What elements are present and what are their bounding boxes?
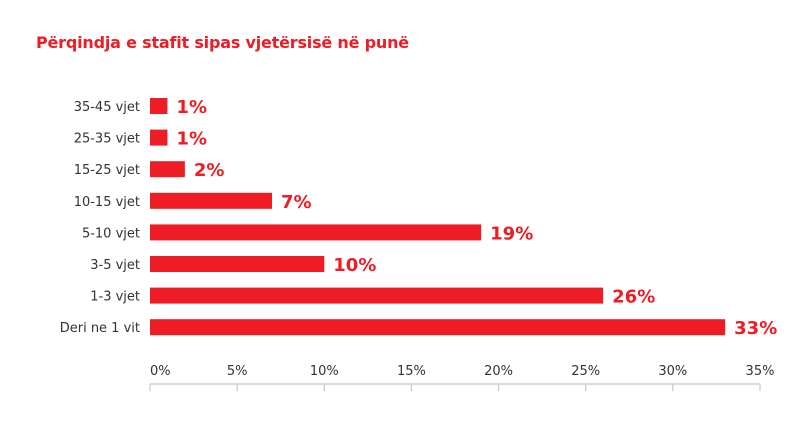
data-label: 7% [281, 192, 312, 213]
category-label: 10-15 vjet [74, 195, 140, 210]
x-tick-label: 25% [571, 364, 600, 379]
data-label: 33% [734, 318, 777, 339]
bar [150, 224, 482, 241]
x-tick-label: 0% [150, 364, 171, 379]
data-label: 1% [176, 129, 207, 150]
x-tick-label: 5% [227, 364, 248, 379]
x-tick-label: 10% [310, 364, 339, 379]
bar [150, 319, 726, 336]
category-label: 3-5 vjet [90, 258, 140, 273]
category-label: 35-45 vjet [74, 100, 140, 115]
x-tick-label: 20% [484, 364, 513, 379]
bar [150, 161, 185, 178]
data-label: 1% [176, 97, 207, 118]
category-label: 15-25 vjet [74, 163, 140, 178]
data-label: 26% [612, 287, 655, 308]
category-label: 25-35 vjet [74, 132, 140, 147]
data-label: 19% [490, 223, 533, 244]
data-label: 2% [194, 160, 225, 181]
bar [150, 287, 604, 304]
chart-title: Përqindja e stafit sipas vjetërsisë në p… [36, 33, 409, 52]
data-label: 10% [333, 255, 376, 276]
bar [150, 256, 325, 272]
x-tick-label: 15% [397, 364, 426, 379]
category-label: 5-10 vjet [82, 226, 140, 241]
category-label: Deri ne 1 vit [60, 321, 140, 336]
bar [150, 98, 168, 114]
bar [150, 129, 168, 146]
x-tick-label: 35% [746, 364, 775, 379]
category-label: 1-3 vjet [90, 290, 140, 305]
x-tick-label: 30% [658, 364, 687, 379]
bar [150, 192, 272, 209]
